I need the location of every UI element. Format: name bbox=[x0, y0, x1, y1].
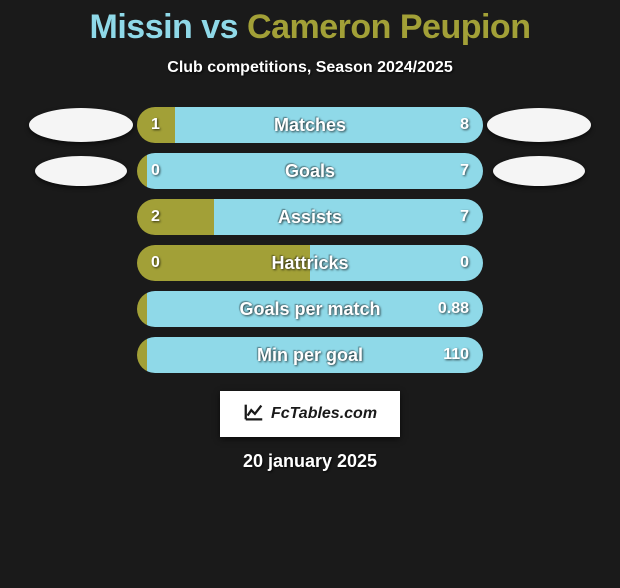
stat-bar: 1 Matches 8 bbox=[137, 107, 483, 143]
title-player1: Missin bbox=[90, 8, 193, 46]
club-logo-right-slot bbox=[483, 108, 595, 142]
title-player2: Cameron Peupion bbox=[247, 8, 530, 46]
date-text: 20 january 2025 bbox=[0, 451, 620, 472]
club-logo-right bbox=[487, 108, 591, 142]
brand-badge: FcTables.com bbox=[220, 391, 400, 437]
stat-bar: 0 Goals 7 bbox=[137, 153, 483, 189]
subtitle: Club competitions, Season 2024/2025 bbox=[0, 59, 620, 77]
stat-row: 1 Matches 8 bbox=[8, 107, 612, 143]
club-logo-left-slot bbox=[25, 156, 137, 186]
stat-row: Min per goal 110 bbox=[8, 337, 612, 373]
stat-row: 0 Hattricks 0 bbox=[8, 245, 612, 281]
stat-bar: Goals per match 0.88 bbox=[137, 291, 483, 327]
club-logo-left bbox=[29, 108, 133, 142]
stat-row: 2 Assists 7 bbox=[8, 199, 612, 235]
club-logo-right-slot bbox=[483, 156, 595, 186]
club-logo-right bbox=[493, 156, 585, 186]
stat-row: 0 Goals 7 bbox=[8, 153, 612, 189]
stat-bar: 0 Hattricks 0 bbox=[137, 245, 483, 281]
stat-bar: 2 Assists 7 bbox=[137, 199, 483, 235]
title-separator: vs bbox=[192, 8, 247, 46]
stat-row: Goals per match 0.88 bbox=[8, 291, 612, 327]
stat-bar: Min per goal 110 bbox=[137, 337, 483, 373]
comparison-chart: 1 Matches 8 0 Goals 7 2 Assists 7 bbox=[0, 107, 620, 373]
club-logo-left-slot bbox=[25, 108, 137, 142]
brand-text: FcTables.com bbox=[271, 405, 377, 423]
club-logo-left bbox=[35, 156, 127, 186]
chart-icon bbox=[243, 401, 265, 428]
page-title: Missin vs Cameron Peupion bbox=[0, 8, 620, 47]
